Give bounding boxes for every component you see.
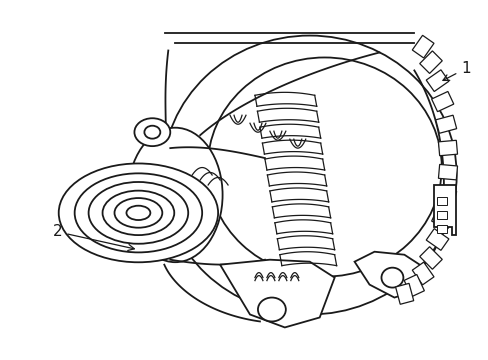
Ellipse shape bbox=[75, 174, 202, 252]
Bar bbox=[436, 197, 447, 205]
Polygon shape bbox=[435, 115, 456, 133]
Ellipse shape bbox=[207, 58, 441, 276]
Polygon shape bbox=[411, 262, 433, 285]
Ellipse shape bbox=[163, 36, 456, 315]
Ellipse shape bbox=[126, 206, 150, 220]
Polygon shape bbox=[220, 260, 334, 328]
Polygon shape bbox=[426, 229, 448, 250]
Polygon shape bbox=[404, 274, 424, 297]
Bar bbox=[436, 225, 447, 233]
Ellipse shape bbox=[258, 298, 285, 321]
Ellipse shape bbox=[134, 118, 170, 146]
Bar bbox=[436, 211, 447, 219]
Ellipse shape bbox=[59, 163, 218, 262]
Text: 2: 2 bbox=[53, 224, 134, 251]
Polygon shape bbox=[433, 185, 455, 235]
Polygon shape bbox=[354, 252, 424, 298]
Ellipse shape bbox=[381, 268, 403, 288]
Ellipse shape bbox=[144, 126, 160, 139]
Text: 1: 1 bbox=[442, 61, 470, 80]
Polygon shape bbox=[395, 283, 413, 304]
Polygon shape bbox=[435, 187, 456, 205]
Ellipse shape bbox=[102, 191, 174, 235]
Ellipse shape bbox=[88, 182, 188, 244]
Ellipse shape bbox=[114, 198, 162, 228]
Polygon shape bbox=[419, 247, 441, 269]
Polygon shape bbox=[426, 70, 448, 91]
Polygon shape bbox=[438, 140, 457, 156]
Ellipse shape bbox=[128, 128, 222, 262]
Polygon shape bbox=[411, 35, 433, 58]
Polygon shape bbox=[431, 91, 453, 112]
Polygon shape bbox=[419, 51, 441, 73]
Polygon shape bbox=[438, 165, 457, 180]
Polygon shape bbox=[431, 208, 453, 229]
